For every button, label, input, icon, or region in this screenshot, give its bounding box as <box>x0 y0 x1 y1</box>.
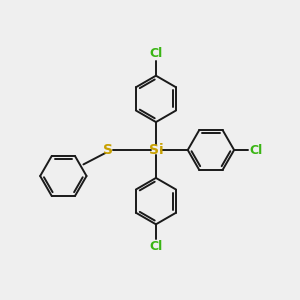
Text: Cl: Cl <box>149 47 163 60</box>
Text: S: S <box>103 143 113 157</box>
Text: Cl: Cl <box>250 143 263 157</box>
Text: Si: Si <box>148 143 163 157</box>
Text: Cl: Cl <box>149 240 163 253</box>
